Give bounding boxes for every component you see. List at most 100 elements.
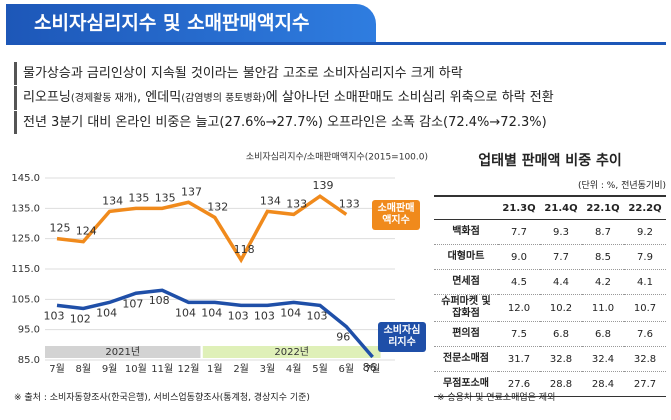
y-tick-label: 145.0 (11, 173, 40, 184)
x-tick-label: 4월 (286, 363, 302, 375)
header-title: 소비자심리지수 및 소매판매액지수 (6, 4, 376, 42)
row-label: 대형마트 (434, 244, 498, 270)
table-cell: 10.7 (624, 294, 666, 322)
series-line (56, 194, 348, 264)
table-cell: 7.5 (498, 321, 540, 347)
data-label: 96 (336, 331, 350, 344)
table-unit: (단위 : %, 전년동기비) (577, 181, 666, 191)
table-cell: 32.4 (582, 346, 624, 372)
table-row: 백화점 7.7 9.3 8.7 9.2 (434, 219, 666, 245)
data-label: 86 (363, 361, 377, 374)
data-label: 104 (96, 306, 117, 319)
y-tick-label: 105.0 (11, 294, 40, 305)
x-tick-label: 11월 (151, 363, 173, 375)
bullet-text: 물가상승과 금리인상이 지속될 것이라는 불안감 고조로 소비자심리지수 크게 … (23, 66, 463, 81)
table-cell: 7.6 (624, 321, 666, 347)
row-label: 편의점 (434, 321, 498, 347)
data-label: 133 (286, 197, 307, 210)
column-header: 21.4Q (540, 195, 582, 220)
year-band (202, 346, 381, 358)
bullet: 물가상승과 금리인상이 지속될 것이라는 불안감 고조로 소비자심리지수 크게 … (14, 62, 664, 85)
table-cell: 8.5 (582, 244, 624, 270)
x-tick-label: 2월 (233, 363, 249, 375)
bullet: 리오프닝(경제활동 재개), 엔데믹(감염병의 풍토병화)에 살아나던 소매판매… (14, 86, 664, 110)
table-row: 전문소매점 31.7 32.8 32.4 32.8 (434, 346, 666, 372)
table-cell: 32.8 (624, 346, 666, 372)
bullet-text: 리오프닝 (23, 90, 71, 105)
table-cell: 28.8 (540, 371, 582, 397)
data-label: 102 (70, 312, 91, 325)
table-row: 편의점 7.5 6.8 6.8 7.6 (434, 321, 666, 347)
bullet-text: 에 살아나던 소매판매도 소비심리 위축으로 하락 전환 (265, 90, 554, 105)
corner (434, 195, 498, 220)
y-tick-label: 115.0 (11, 264, 40, 275)
bullet-text: (감염병의 풍토병화) (181, 93, 266, 104)
table-cell: 8.7 (582, 219, 624, 245)
data-label: 135 (128, 191, 149, 204)
row-label: 백화점 (434, 219, 498, 245)
data-label: 118 (234, 243, 255, 256)
data-label: 124 (76, 225, 97, 238)
data-label: 108 (149, 294, 170, 307)
table-row: 무점포소매 27.6 28.8 28.4 27.7 (434, 371, 666, 397)
table: 21.3Q 21.4Q 22.1Q 22.2Q 백화점 7.7 9.3 8.7 9.2 대형마트 9… (434, 195, 666, 397)
table-cell: 4.2 (582, 269, 624, 295)
chart-subtitle: 소비자심리지수/소매판매액지수(2015=100.0) (246, 151, 428, 163)
data-label: 103 (307, 309, 328, 322)
data-label: 133 (339, 197, 360, 210)
bullet-text: (경제활동 재개) (70, 93, 138, 104)
table-cell: 10.2 (540, 294, 582, 322)
row-label: 무점포소매 (434, 371, 498, 397)
data-label: 104 (175, 306, 196, 319)
year-band (45, 346, 201, 358)
data-label: 103 (44, 309, 65, 322)
table-row: 슈퍼마켓 및 잡화점 12.0 10.2 11.0 10.7 (434, 294, 666, 322)
bullet-text: 전년 3분기 대비 온라인 비중은 늘고(27.6%→27.7%) 오프라인은 … (23, 115, 547, 130)
table-cell: 12.0 (498, 294, 540, 322)
chart-source: ※ 출처 : 소비자동향조사(한국은행), 서비스업동향조사(통계청, 경상지수… (14, 393, 310, 403)
table-cell: 7.7 (540, 244, 582, 270)
data-label: 103 (254, 309, 275, 322)
legend-label: 소매판매액지수 (372, 200, 420, 230)
year-label: 2021년 (105, 346, 140, 358)
bullets: 물가상승과 금리인상이 지속될 것이라는 불안감 고조로 소비자심리지수 크게 … (14, 62, 664, 135)
x-tick-label: 7월 (365, 363, 381, 375)
row-label: 슈퍼마켓 및 잡화점 (434, 294, 498, 322)
table-cell: 9.3 (540, 219, 582, 245)
table-block: 업태별 판매액 비중 추이 (단위 : %, 전년동기비) 21.3Q 21.4Q… (434, 150, 666, 397)
table-cell: 4.4 (540, 269, 582, 295)
column-header: 21.3Q (498, 195, 540, 220)
data-label: 134 (260, 194, 281, 207)
x-tick-label: 6월 (339, 363, 355, 375)
data-label: 104 (201, 306, 222, 319)
column-header: 22.2Q (624, 195, 666, 220)
row-label: 전문소매점 (434, 346, 498, 372)
table-cell: 28.4 (582, 371, 624, 397)
table-row: 대형마트 9.0 7.7 8.5 7.9 (434, 244, 666, 270)
data-label: 125 (50, 222, 71, 235)
table-cell: 27.7 (624, 371, 666, 397)
x-tick-label: 7월 (49, 363, 65, 375)
table-cell: 4.5 (498, 269, 540, 295)
header-line (6, 42, 666, 45)
year-label: 2022년 (274, 346, 309, 358)
y-tick-label: 135.0 (11, 203, 40, 214)
table-row: 면세점 4.5 4.4 4.2 4.1 (434, 269, 666, 295)
table-cell: 4.1 (624, 269, 666, 295)
column-header: 22.1Q (582, 195, 624, 220)
table-cell: 9.0 (498, 244, 540, 270)
table-cell: 7.9 (624, 244, 666, 270)
data-label: 132 (207, 200, 228, 213)
table-cell: 31.7 (498, 346, 540, 372)
row-label: 면세점 (434, 269, 498, 295)
table-cell: 27.6 (498, 371, 540, 397)
chart: 소비자심리지수/소매판매액지수(2015=100.0) 85.0 95.0 105.0… (11, 151, 428, 376)
x-tick-label: 8월 (76, 363, 92, 375)
table-cell: 6.8 (582, 321, 624, 347)
table-cell: 32.8 (540, 346, 582, 372)
table-cell: 11.0 (582, 294, 624, 322)
data-label: 134 (102, 194, 123, 207)
data-label: 107 (122, 297, 143, 310)
data-label: 104 (280, 306, 301, 319)
